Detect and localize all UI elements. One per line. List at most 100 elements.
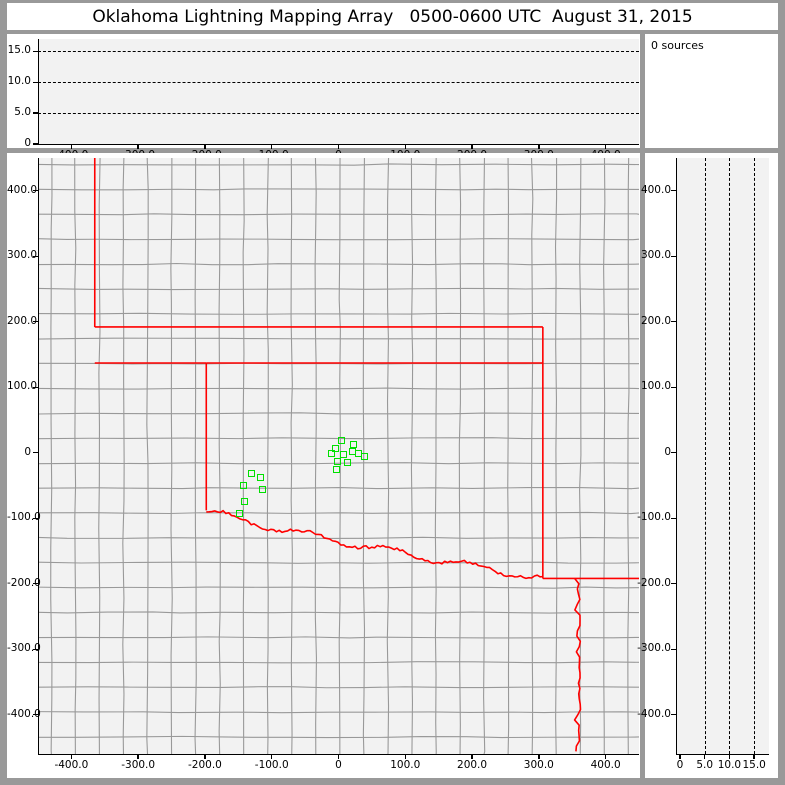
x-tick-4 bbox=[337, 754, 340, 759]
x-tick-1 bbox=[137, 754, 139, 759]
lightning-source-marker[interactable] bbox=[256, 474, 264, 482]
x-tick-6 bbox=[471, 754, 473, 759]
y-tick-label-8: 400.0 bbox=[7, 183, 38, 196]
y-tick-2 bbox=[33, 583, 39, 585]
y-tick-5 bbox=[671, 386, 677, 388]
y-tick-6 bbox=[671, 321, 677, 323]
y-tick-3 bbox=[33, 517, 39, 519]
x-tick-2 bbox=[204, 754, 206, 759]
y-tick-label-2: 10.0 bbox=[7, 75, 31, 88]
y-tick-4 bbox=[33, 452, 39, 454]
y-tick-5 bbox=[33, 386, 39, 388]
y-tick-label-0: -400.0 bbox=[637, 707, 671, 720]
plan-view-map-panel[interactable]: -400.0 -300.0 -200.0 -100.0 0 100.0 200.0 300.0… bbox=[7, 153, 640, 778]
y-tick-3 bbox=[671, 517, 677, 519]
x-tick-label-3: 15.0 bbox=[742, 759, 766, 771]
y-tick-1 bbox=[671, 648, 677, 650]
y-tick-label-3: 15.0 bbox=[7, 44, 31, 57]
x-tick-5 bbox=[404, 754, 406, 759]
lightning-source-marker[interactable] bbox=[241, 498, 249, 505]
source-count-panel: 0 sources bbox=[645, 34, 778, 148]
y-axis-spine bbox=[38, 158, 40, 754]
x-tick-4 bbox=[337, 144, 340, 149]
y-tick-label-4: 0 bbox=[24, 445, 31, 458]
y-tick-1 bbox=[33, 648, 39, 650]
y-tick-label-1: -300.0 bbox=[7, 642, 41, 655]
map-plot-area[interactable] bbox=[38, 158, 639, 754]
gridline-x-1 bbox=[729, 158, 731, 754]
lightning-source-marker[interactable] bbox=[327, 449, 335, 457]
y-tick-0 bbox=[671, 714, 677, 716]
lightning-source-marker[interactable] bbox=[344, 458, 352, 466]
x-tick-label-2: -200.0 bbox=[188, 759, 222, 771]
y-tick-2 bbox=[671, 583, 677, 585]
lightning-source-marker[interactable] bbox=[361, 453, 369, 461]
y-tick-3 bbox=[33, 50, 39, 53]
y-tick-label-2: -200.0 bbox=[637, 576, 671, 589]
gridline-y-2 bbox=[38, 51, 639, 53]
lightning-source-marker[interactable] bbox=[239, 482, 247, 490]
x-tick-label-8: 400.0 bbox=[590, 759, 621, 771]
y-axis-spine bbox=[38, 39, 40, 144]
lightning-source-marker[interactable] bbox=[354, 449, 362, 457]
y-tick-label-1: -300.0 bbox=[637, 642, 671, 655]
x-tick-label-1: -300.0 bbox=[121, 759, 156, 771]
y-tick-2 bbox=[33, 81, 39, 83]
gridline-x-0 bbox=[704, 158, 706, 754]
lightning-source-marker[interactable] bbox=[340, 450, 347, 458]
lightning-source-marker[interactable] bbox=[338, 437, 345, 445]
y-tick-7 bbox=[671, 255, 677, 257]
x-tick-label-0: -400.0 bbox=[54, 759, 89, 771]
page-title: Oklahoma Lightning Mapping Array 0500-06… bbox=[92, 6, 693, 27]
lightning-source-marker[interactable] bbox=[350, 441, 358, 449]
y-tick-label-3: -100.0 bbox=[7, 511, 41, 524]
lightning-source-marker[interactable] bbox=[331, 444, 339, 452]
y-tick-label-2: -200.0 bbox=[7, 576, 41, 589]
y-tick-label-4: 0 bbox=[664, 445, 671, 458]
y-tick-label-7: 300.0 bbox=[640, 249, 671, 262]
x-tick-0 bbox=[70, 754, 73, 759]
y-tick-label-6: 200.0 bbox=[640, 314, 671, 327]
x-tick-label-6: 200.0 bbox=[457, 759, 488, 771]
y-tick-label-8: 400.0 bbox=[640, 183, 671, 196]
y-tick-8 bbox=[671, 190, 677, 192]
y-tick-label-1: 5.0 bbox=[14, 106, 31, 119]
x-tick-7 bbox=[538, 754, 540, 759]
altitude-profile-panel[interactable]: -400.0 -300.0 -200.0 -100.0 0 100.0 200.0 300.0… bbox=[637, 153, 778, 778]
gridline-x-2 bbox=[754, 158, 756, 754]
lightning-source-marker[interactable] bbox=[333, 465, 341, 473]
x-tick-5 bbox=[404, 144, 406, 149]
lightning-source-marker[interactable] bbox=[334, 458, 341, 466]
x-tick-0 bbox=[70, 144, 73, 149]
y-tick-label-7: 300.0 bbox=[7, 249, 38, 262]
x-tick-3 bbox=[271, 144, 273, 149]
x-tick-label-3: -100.0 bbox=[254, 759, 289, 771]
lightning-source-marker[interactable] bbox=[235, 509, 243, 517]
time-height-plot-area[interactable] bbox=[38, 39, 639, 144]
y-tick-0 bbox=[33, 714, 39, 716]
lightning-source-marker[interactable] bbox=[259, 485, 267, 493]
y-axis-spine bbox=[676, 158, 678, 754]
x-tick-8 bbox=[604, 144, 607, 149]
x-tick-label-5: 100.0 bbox=[390, 759, 421, 771]
x-tick-3 bbox=[753, 754, 755, 759]
y-tick-label-3: -100.0 bbox=[637, 511, 671, 524]
lightning-source-marker[interactable] bbox=[247, 469, 255, 477]
x-tick-1 bbox=[137, 144, 139, 149]
lightning-source-marker[interactable] bbox=[349, 448, 357, 456]
x-tick-label-4: 0 bbox=[335, 759, 342, 771]
x-tick-label-2: 10.0 bbox=[717, 759, 742, 771]
y-tick-label-6: 200.0 bbox=[7, 314, 38, 327]
gridline-y-0 bbox=[38, 113, 639, 115]
y-tick-1 bbox=[33, 112, 39, 114]
window-title-bar: Oklahoma Lightning Mapping Array 0500-06… bbox=[7, 3, 778, 30]
x-tick-2 bbox=[728, 754, 731, 759]
x-tick-2 bbox=[204, 144, 206, 149]
y-tick-8 bbox=[33, 190, 39, 192]
time-height-panel[interactable]: 05.010.015.0-400.0-300.0-200.0-100.00100… bbox=[7, 34, 640, 160]
y-tick-label-5: 100.0 bbox=[7, 380, 38, 393]
y-tick-label-0: -400.0 bbox=[7, 707, 41, 720]
x-tick-label-0: 0 bbox=[676, 759, 684, 771]
y-tick-4 bbox=[671, 452, 677, 454]
altitude-plot-area[interactable] bbox=[676, 158, 769, 754]
